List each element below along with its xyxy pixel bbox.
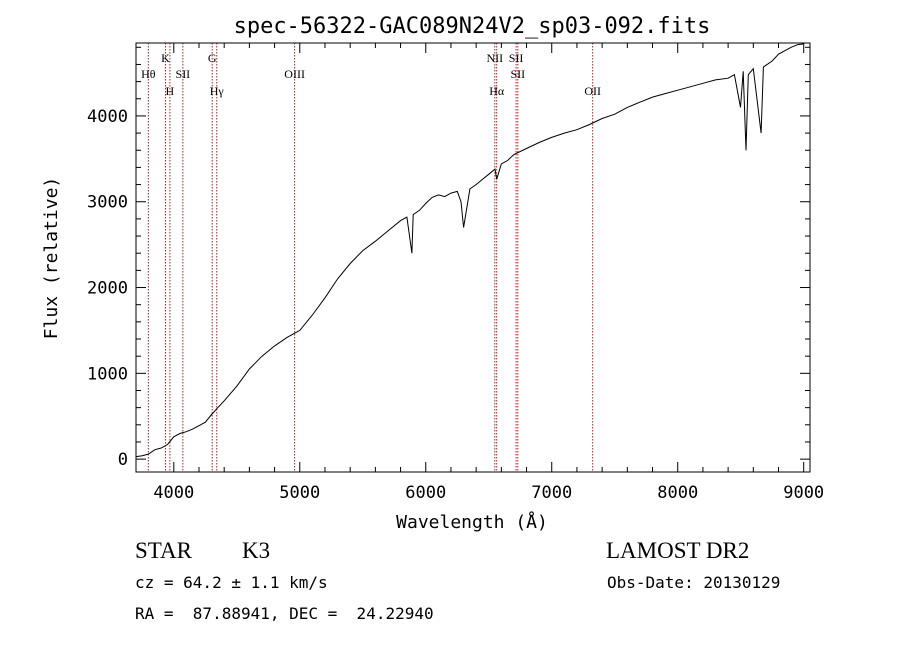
spectral-line-label: SII [176,67,191,81]
object-subclass: K3 [242,538,271,563]
spectral-line-label: OIII [284,67,305,81]
x-axis-label: Wavelength (Å) [396,511,548,533]
observation-date: Obs-Date: 20130129 [607,573,781,592]
x-tick-label: 4000 [153,483,194,503]
spectrum-line [135,43,804,458]
survey-name: LAMOST DR2 [606,538,750,563]
spectral-line-label: H [166,84,175,98]
spectral-line-label: K [161,51,170,65]
spectral-line-label: SII [511,67,526,81]
spectral-line-label: OII [584,84,601,98]
spectral-line-label: Hα [489,84,505,98]
spectral-line-label: Hθ [141,67,156,81]
spectral-line-label: Hγ [210,84,225,98]
y-tick-label: 0 [118,450,128,470]
y-tick-label: 2000 [87,279,128,299]
spectral-line-label: G [208,51,217,65]
plot-frame [135,42,811,473]
spectral-line-markers [147,43,594,472]
x-tick-label: 8000 [657,483,698,503]
x-tick-label: 9000 [783,483,824,503]
x-tick-label: 5000 [279,483,320,503]
coordinates: RA = 87.88941, DEC = 24.22940 [135,604,434,623]
spectral-line-label: SII [509,51,524,65]
y-axis-ticks: 0 1000 2000 3000 4000 [87,46,810,470]
y-tick-label: 1000 [87,364,128,384]
chart-title: spec-56322-GAC089N24V2_sp03-092.fits [234,14,711,39]
y-axis-label: Flux (relative) [41,177,62,340]
x-tick-label: 6000 [405,483,446,503]
x-axis-ticks: 4000 5000 6000 7000 8000 9000 [153,43,824,503]
y-tick-label: 4000 [87,107,128,127]
y-tick-label: 3000 [87,193,128,213]
redshift-value: cz = 64.2 ± 1.1 km/s [135,573,328,592]
x-tick-label: 7000 [531,483,572,503]
object-type: STAR [135,538,192,563]
spectral-line-label: NII [486,51,503,65]
